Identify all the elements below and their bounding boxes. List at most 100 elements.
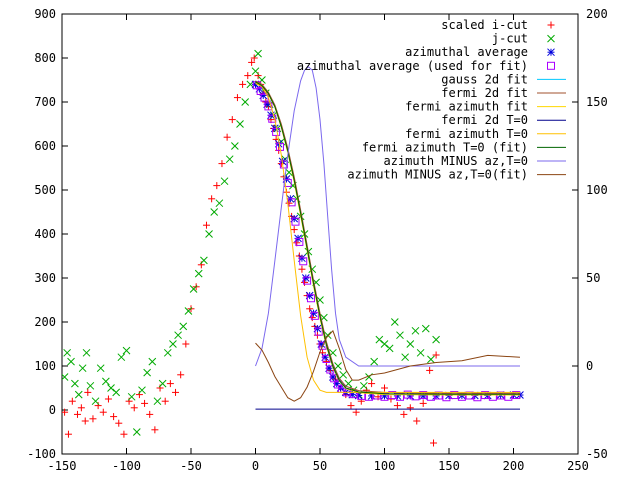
y-tick-label: 800	[34, 51, 56, 65]
point-j-cut	[153, 397, 162, 406]
point-j-cut	[102, 377, 110, 386]
point-j-cut	[63, 348, 72, 357]
point-scaled-i-cut	[84, 388, 92, 396]
point-j-cut	[411, 326, 420, 335]
point-scaled-i-cut	[298, 265, 306, 273]
y2-tick-label: 50	[586, 271, 600, 285]
line-azimuth-minus-az-t-0-fit	[255, 329, 521, 402]
point-azimuthal-average-used-for-fit	[303, 276, 312, 285]
legend-label-azimuth-minus-az-t-0: azimuth MINUS az,T=0	[384, 154, 529, 168]
line-azimuth-minus-az-t-0	[255, 66, 520, 367]
point-j-cut	[200, 256, 208, 265]
point-azimuthal-average-used-for-fit	[306, 294, 315, 303]
point-azimuthal-average-used-for-fit	[268, 114, 277, 123]
point-scaled-i-cut	[62, 408, 69, 416]
point-azimuthal-average-used-for-fit	[279, 160, 288, 169]
point-scaled-i-cut	[228, 116, 236, 124]
point-j-cut	[380, 340, 389, 348]
x-tick-label: 50	[313, 459, 327, 473]
point-scaled-i-cut	[233, 94, 241, 102]
y-tick-label: 600	[34, 139, 56, 153]
point-scaled-i-cut	[250, 54, 258, 62]
point-scaled-i-cut	[419, 399, 427, 407]
point-scaled-i-cut	[208, 195, 216, 203]
point-scaled-i-cut	[166, 380, 174, 388]
point-scaled-i-cut	[130, 404, 138, 412]
line-fermi-azimuth-t-0-fit	[255, 81, 520, 395]
point-j-cut	[174, 331, 182, 340]
point-azimuthal-average-used-for-fit	[291, 217, 300, 226]
point-scaled-i-cut	[368, 380, 376, 388]
point-j-cut	[401, 353, 409, 362]
point-j-cut	[169, 340, 177, 348]
point-scaled-i-cut	[202, 221, 210, 229]
x-tick-label: 0	[252, 459, 259, 473]
point-j-cut	[179, 322, 188, 331]
point-j-cut	[62, 373, 69, 381]
legend-label-j-cut: j-cut	[492, 32, 528, 46]
legend-label-fermi-2d-fit: fermi 2d fit	[441, 86, 528, 100]
point-j-cut	[231, 142, 239, 150]
point-j-cut	[339, 370, 348, 379]
point-j-cut	[215, 199, 224, 208]
point-j-cut	[71, 379, 79, 388]
point-j-cut	[96, 364, 105, 373]
x-tick-label: 250	[567, 459, 589, 473]
x-tick-label: 200	[503, 459, 525, 473]
y-tick-label: 900	[34, 7, 56, 21]
point-j-cut	[406, 340, 415, 348]
point-azimuthal-average-used-for-fit	[310, 311, 319, 320]
point-scaled-i-cut	[352, 408, 360, 416]
point-j-cut	[158, 379, 167, 388]
y2-tick-label: 100	[586, 183, 608, 197]
point-scaled-i-cut	[115, 419, 123, 427]
legend-marker-azimuthal-average-used-for-fit	[547, 61, 555, 70]
point-scaled-i-cut	[406, 404, 414, 412]
point-j-cut	[107, 384, 115, 392]
point-scaled-i-cut	[244, 72, 252, 80]
legend-label-fermi-azimuth-fit: fermi azimuth fit	[405, 100, 528, 114]
point-j-cut	[122, 346, 131, 355]
legend-label-fermi-2d-t-0: fermi 2d T=0	[441, 113, 528, 127]
point-j-cut	[132, 428, 141, 436]
point-j-cut	[258, 76, 266, 84]
point-scaled-i-cut	[347, 402, 355, 410]
point-scaled-i-cut	[161, 397, 169, 405]
point-j-cut	[225, 155, 234, 164]
point-azimuthal-average-used-for-fit	[395, 392, 404, 401]
legend-marker-scaled-i-cut	[547, 21, 555, 29]
point-scaled-i-cut	[430, 439, 438, 447]
point-scaled-i-cut	[64, 430, 72, 438]
y2-tick-label: 150	[586, 95, 608, 109]
y-tick-label: 400	[34, 227, 56, 241]
x-tick-label: -150	[48, 459, 77, 473]
point-scaled-i-cut	[322, 358, 330, 366]
point-j-cut	[117, 353, 126, 362]
point-j-cut	[112, 388, 121, 397]
point-j-cut	[138, 386, 146, 395]
legend-label-fermi-azimuth-t-0-fit: fermi azimuth T=0 (fit)	[362, 140, 528, 154]
y2-tick-label: -50	[586, 447, 608, 461]
point-scaled-i-cut	[301, 278, 309, 286]
point-scaled-i-cut	[182, 340, 190, 348]
point-j-cut	[205, 230, 213, 238]
point-j-cut	[143, 368, 151, 377]
point-azimuthal-average-used-for-fit	[314, 327, 323, 336]
y-tick-label: 300	[34, 271, 56, 285]
point-scaled-i-cut	[223, 133, 231, 141]
x-tick-label: 100	[374, 459, 396, 473]
y2-tick-label: 200	[586, 7, 608, 21]
y-tick-label: 500	[34, 183, 56, 197]
point-scaled-i-cut	[248, 58, 256, 66]
point-j-cut	[241, 98, 250, 106]
point-scaled-i-cut	[120, 430, 128, 438]
point-j-cut	[194, 269, 203, 278]
y2-tick-label: 0	[586, 359, 593, 373]
y-tick-label: -100	[27, 447, 56, 461]
point-scaled-i-cut	[218, 160, 226, 168]
legend-marker-azimuthal-average	[547, 48, 555, 57]
point-j-cut	[251, 67, 260, 76]
point-azimuthal-average-used-for-fit	[295, 237, 304, 246]
point-j-cut	[396, 331, 404, 340]
